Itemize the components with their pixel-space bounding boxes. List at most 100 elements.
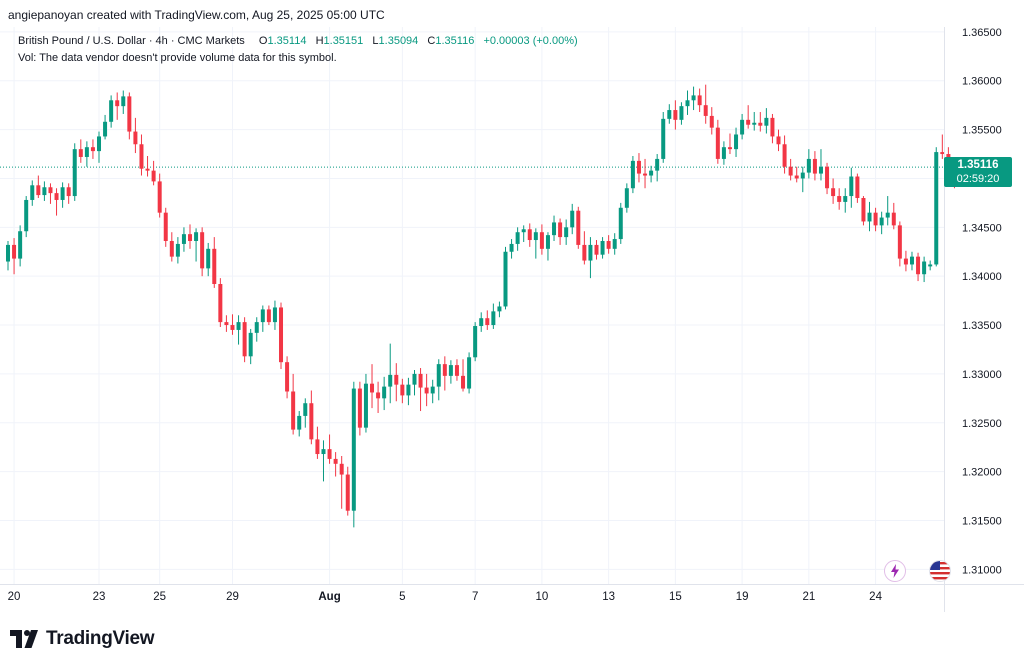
candle-body xyxy=(636,160,641,174)
candle-body xyxy=(727,147,732,150)
candle-body xyxy=(400,384,405,396)
candle-body xyxy=(206,248,211,269)
candle-body xyxy=(497,306,502,312)
candle-body xyxy=(224,322,229,326)
candle-body xyxy=(758,122,763,126)
candle-body xyxy=(545,235,550,249)
candle-body xyxy=(145,168,150,171)
candle-body xyxy=(6,244,10,262)
candle-body xyxy=(576,210,581,245)
legend-high-value: 1.35151 xyxy=(323,35,364,47)
current-price-tag: 1.35116 02:59:20 xyxy=(944,157,1012,187)
x-tick-label: 15 xyxy=(669,591,682,603)
candle-body xyxy=(200,232,205,269)
candle-body xyxy=(333,458,338,464)
candle-body xyxy=(266,309,271,323)
y-tick-label: 1.35500 xyxy=(962,125,1002,137)
candle-body xyxy=(406,384,411,396)
candle-body xyxy=(806,158,811,173)
candle-body xyxy=(103,121,108,137)
candle-body xyxy=(127,96,132,132)
legend-close-value: 1.35116 xyxy=(435,35,475,47)
chart-area[interactable]: 1.365001.360001.355001.350001.345001.340… xyxy=(0,27,1024,612)
chart-legend: British Pound / U.S. Dollar · 4h · CMC M… xyxy=(18,33,578,67)
candle-body xyxy=(370,383,375,393)
candle-body xyxy=(940,152,945,155)
header-bar: angiepanoyan created with TradingView.co… xyxy=(0,0,1024,27)
y-tick-label: 1.32000 xyxy=(962,467,1002,479)
candle-body xyxy=(24,199,29,232)
candle-body xyxy=(133,131,138,145)
candle-body xyxy=(345,474,350,511)
candle-body xyxy=(521,229,526,233)
bar-countdown-label: 02:59:20 xyxy=(956,173,1000,185)
candle-body xyxy=(54,193,59,200)
candle-body xyxy=(12,244,17,259)
candle-body xyxy=(357,388,362,428)
candle-body xyxy=(48,187,53,194)
candle-body xyxy=(321,449,326,455)
candle-body xyxy=(157,181,162,213)
candle-body xyxy=(818,166,823,174)
candle-body xyxy=(788,166,793,176)
y-tick-label: 1.31000 xyxy=(962,564,1002,576)
candle-body xyxy=(175,243,180,257)
candles xyxy=(6,84,963,528)
candle-body xyxy=(388,374,393,387)
x-tick-label: 24 xyxy=(869,591,882,603)
y-tick-label: 1.32500 xyxy=(962,418,1002,430)
candle-body xyxy=(843,196,848,202)
candle-body xyxy=(740,119,745,135)
candle-body xyxy=(467,357,472,389)
x-tick-label: 25 xyxy=(153,591,166,603)
tradingview-logo[interactable]: TradingView xyxy=(10,628,155,650)
lightning-icon[interactable] xyxy=(884,560,906,582)
legend-symbol: British Pound / U.S. Dollar · 4h · CMC M… xyxy=(18,35,245,47)
candle-body xyxy=(485,318,490,326)
candle-body xyxy=(776,136,781,145)
candle-body xyxy=(879,217,884,226)
candle-body xyxy=(509,243,514,252)
candle-body xyxy=(655,158,660,171)
candle-body xyxy=(582,244,587,261)
y-tick-label: 1.34500 xyxy=(962,222,1002,234)
candle-body xyxy=(363,383,368,428)
candle-body xyxy=(697,95,702,106)
candle-body xyxy=(855,176,860,199)
legend-change-value: +0.00003 (+0.00%) xyxy=(483,35,578,47)
candle-body xyxy=(248,332,253,357)
legend-open-label: O xyxy=(258,35,268,47)
candle-body xyxy=(169,241,174,257)
candlestick-chart[interactable]: 1.365001.360001.355001.350001.345001.340… xyxy=(0,27,1024,612)
candle-body xyxy=(491,311,496,326)
axes: 1.365001.360001.355001.350001.345001.340… xyxy=(0,27,1024,612)
candle-body xyxy=(539,232,544,249)
candle-body xyxy=(303,403,308,416)
x-tick-label: 10 xyxy=(535,591,548,603)
candle-body xyxy=(442,364,447,376)
candle-body xyxy=(752,122,757,125)
legend-open-value: 1.35114 xyxy=(267,35,307,47)
candle-body xyxy=(825,166,830,189)
candle-body xyxy=(837,196,842,202)
candle-body xyxy=(503,251,508,307)
candle-body xyxy=(309,403,314,440)
candle-body xyxy=(36,185,41,196)
candle-body xyxy=(721,147,726,159)
candle-body xyxy=(218,284,223,323)
candle-body xyxy=(558,222,563,238)
candle-body xyxy=(72,149,77,197)
candle-body xyxy=(649,170,654,176)
candle-body xyxy=(327,449,332,459)
candle-body xyxy=(849,176,854,197)
candle-body xyxy=(212,248,217,285)
candle-body xyxy=(394,374,399,385)
us-flag-icon[interactable] xyxy=(929,560,951,582)
candle-body xyxy=(673,110,678,120)
legend-high-label: H xyxy=(315,35,324,47)
candle-body xyxy=(254,322,259,333)
candle-body xyxy=(552,222,557,236)
candle-body xyxy=(230,325,235,330)
candle-body xyxy=(194,232,199,242)
candle-body xyxy=(84,147,89,157)
